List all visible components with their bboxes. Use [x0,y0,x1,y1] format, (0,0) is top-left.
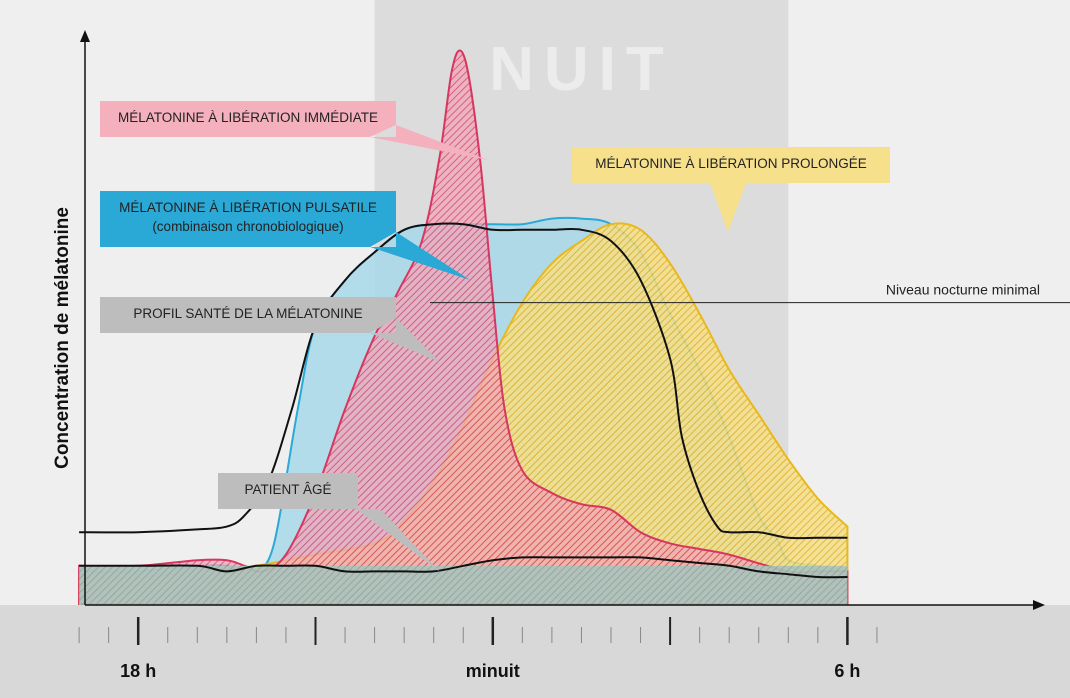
callout-healthy: PROFIL SANTÉ DE LA MÉLATONINE [100,297,440,362]
x-tick-label: minuit [466,661,520,681]
callout-pulsatile-text: (combinaison chronobiologique) [152,219,343,234]
callout-immediate-box [100,101,488,160]
callout-pulsatile-text: MÉLATONINE À LIBÉRATION PULSATILE [119,200,377,215]
callout-healthy-text: PROFIL SANTÉ DE LA MÉLATONINE [133,306,362,321]
reference-line-label: Niveau nocturne minimal [886,282,1040,298]
x-axis-arrow [1033,600,1045,610]
callout-immediate-text: MÉLATONINE À LIBÉRATION IMMÉDIATE [118,110,378,125]
callout-healthy-box [100,297,440,362]
callout-pulsatile-box [100,191,470,280]
x-tick-label: 6 h [834,661,860,681]
callout-pulsatile: MÉLATONINE À LIBÉRATION PULSATILE (combin… [100,191,470,280]
y-axis-label: Concentration de mélatonine [52,207,73,469]
callout-prolonged-box [572,147,890,232]
callout-aged-text: PATIENT ÂGÉ [244,482,331,497]
callout-immediate: MÉLATONINE À LIBÉRATION IMMÉDIATE [100,101,488,160]
callout-aged-box [218,473,440,572]
callout-prolonged-text: MÉLATONINE À LIBÉRATION PROLONGÉE [595,156,867,171]
y-axis-arrow [80,30,90,42]
series-line-aged [79,556,848,579]
callout-prolonged: MÉLATONINE À LIBÉRATION PROLONGÉE [572,147,890,232]
time-axis-band [0,605,1070,698]
x-tick-label: 18 h [120,661,156,681]
baseline-area [79,565,848,605]
callout-aged: PATIENT ÂGÉ [218,473,440,572]
night-band-label: NUIT [489,35,674,104]
